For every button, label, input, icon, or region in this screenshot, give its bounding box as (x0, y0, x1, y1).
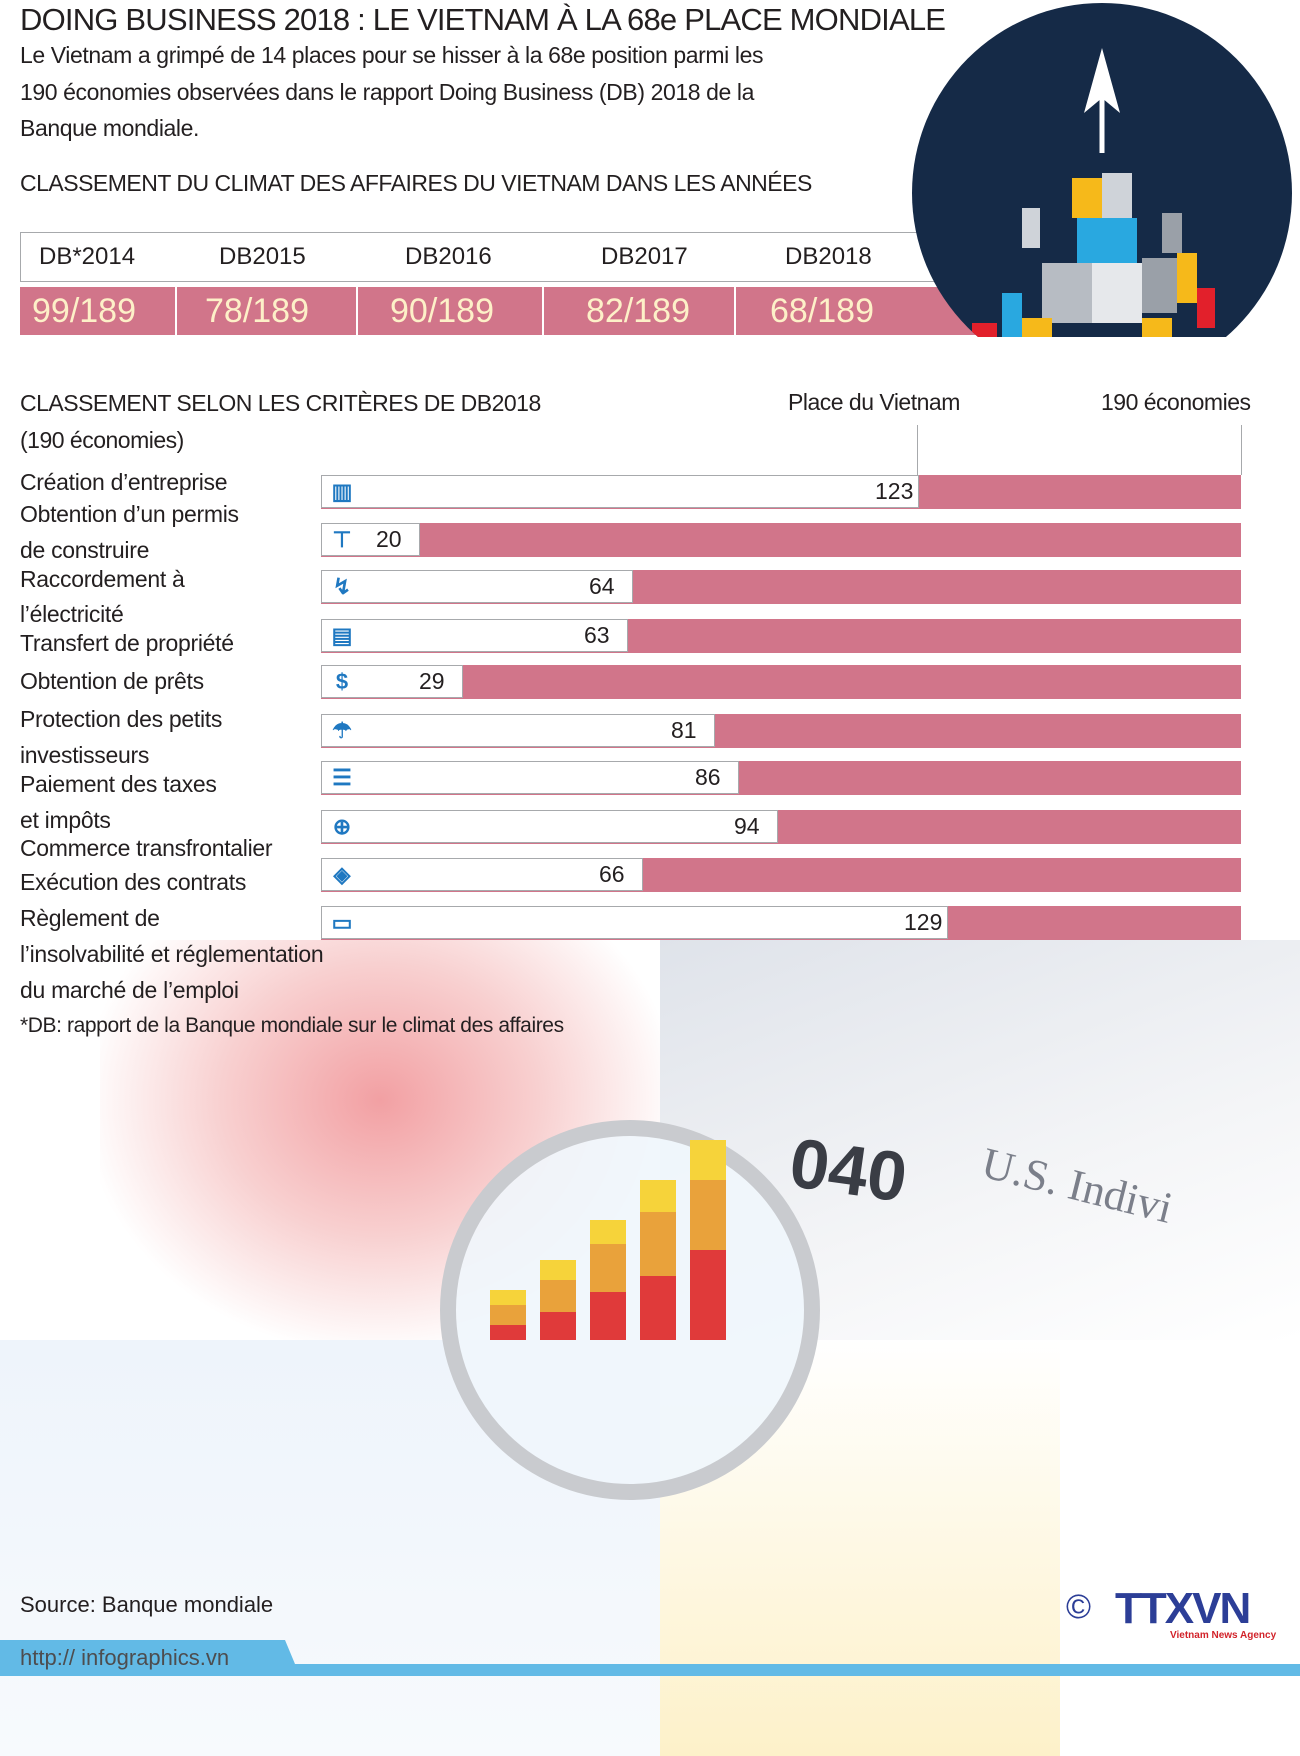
criterion-label: Paiement des taxes (20, 771, 217, 797)
divider (356, 287, 358, 335)
year-label: DB2015 (219, 243, 306, 270)
property-document-icon: ▤ (331, 623, 353, 648)
criterion-label: Protection des petits (20, 706, 223, 732)
criterion-label: Exécution des contrats (20, 869, 247, 895)
bar-vietnam-rank (321, 475, 919, 508)
buildings-icon: ▥ (331, 479, 353, 504)
electricity-icon: ↯ (332, 574, 352, 599)
col-place-label: Place du Vietnam (788, 389, 960, 415)
criterion-label: Transfert de propriété (20, 630, 234, 656)
bar-vietnam-rank (321, 761, 739, 794)
background-photo-collage: U.S. Indivi 040 (0, 940, 1300, 1756)
bar-vietnam-rank (321, 858, 643, 891)
year-rank: 99/189 (32, 291, 136, 330)
intro-line-2: 190 économies observées dans le rapport … (20, 79, 754, 105)
total-guide-line (1241, 425, 1242, 475)
year-rank: 90/189 (390, 291, 494, 330)
bar-vietnam-rank (321, 523, 420, 556)
year-label: DB2016 (405, 243, 492, 270)
year-header-row: DB*2014 DB2015 DB2016 DB2017 DB2018 (20, 232, 986, 282)
place-guide-line (917, 425, 918, 475)
bar-vietnam-rank (321, 810, 778, 843)
criterion-label: l’électricité (20, 601, 124, 627)
criteria-subheading: (190 économies) (20, 427, 184, 453)
site-link[interactable]: http:// infographics.vn (20, 1645, 230, 1670)
bar-vietnam-rank (321, 714, 715, 747)
year-rank: 82/189 (586, 291, 690, 330)
year-rank: 78/189 (205, 291, 309, 330)
criterion-label: l’insolvabilité et réglementation (20, 941, 324, 967)
bar-vietnam-rank (321, 906, 948, 939)
criterion-label: de construire (20, 537, 150, 563)
rank-value: 29 (419, 668, 445, 694)
loan-hand-icon: $ (335, 669, 349, 694)
criterion-label: et impôts (20, 807, 111, 833)
criterion-label: du marché de l’emploi (20, 977, 239, 1003)
intro-line-3: Banque mondiale. (20, 115, 200, 141)
year-label: DB*2014 (39, 243, 136, 270)
rank-value: 81 (671, 717, 697, 743)
tax-icon: ☰ (332, 765, 352, 790)
page-title: DOING BUSINESS 2018 : LE VIETNAM À LA 68… (20, 2, 946, 37)
yearly-heading: CLASSEMENT DU CLIMAT DES AFFAIRES DU VIE… (20, 170, 812, 196)
rank-value: 129 (904, 909, 943, 935)
footnote: *DB: rapport de la Banque mondiale sur l… (20, 1014, 564, 1037)
year-rank-row: 99/189 78/189 90/189 82/189 68/189 (20, 287, 1020, 335)
rank-value: 66 (599, 861, 625, 887)
rank-value: 86 (695, 764, 721, 790)
handshake-icon: ◈ (333, 862, 351, 887)
footer-bar (0, 1664, 1300, 1676)
rank-value: 94 (734, 813, 760, 839)
rising-building-illustration (0, 0, 1300, 337)
construction-crane-icon: ⊤ (332, 527, 352, 552)
divider (734, 287, 736, 335)
rank-value: 63 (584, 622, 610, 648)
rank-value: 20 (376, 526, 402, 552)
umbrella-dollar-icon: ☂ (332, 718, 352, 743)
logo-tagline: Vietnam News Agency (1170, 1630, 1277, 1641)
intro-line-1: Le Vietnam a grimpé de 14 places pour se… (20, 42, 764, 68)
divider (175, 287, 177, 335)
year-label: DB2017 (601, 243, 688, 270)
arrow-up-icon (972, 48, 1215, 337)
criterion-label: Commerce transfrontalier (20, 835, 273, 861)
globe-trade-icon: ⊕ (332, 814, 352, 839)
criterion-label: Obtention d’un permis (20, 501, 239, 527)
source-text: Source: Banque mondiale (20, 1592, 274, 1617)
bar-vietnam-rank (321, 570, 633, 603)
bar-total-190 (321, 665, 1241, 699)
col-total-label: 190 économies (1101, 389, 1251, 415)
criterion-label: Création d’entreprise (20, 469, 228, 495)
criterion-label: investisseurs (20, 742, 150, 768)
copyright-icon: © (1066, 1588, 1092, 1626)
bar-total-190 (321, 523, 1241, 557)
year-label: DB2018 (785, 243, 872, 270)
rank-value: 64 (589, 573, 615, 599)
insolvency-card-icon: ▭ (331, 910, 353, 935)
divider (542, 287, 544, 335)
rank-value: 123 (875, 478, 914, 504)
bar-vietnam-rank (321, 619, 628, 652)
year-rank: 68/189 (770, 291, 874, 330)
criteria-heading: CLASSEMENT SELON LES CRITÈRES DE DB2018 (20, 390, 541, 416)
criterion-label: Obtention de prêts (20, 668, 204, 694)
criterion-label: Raccordement à (20, 566, 185, 592)
bar-vietnam-rank (321, 665, 463, 698)
ttxvn-logo: TTXVN (1115, 1584, 1251, 1633)
criterion-label: Règlement de (20, 905, 160, 931)
